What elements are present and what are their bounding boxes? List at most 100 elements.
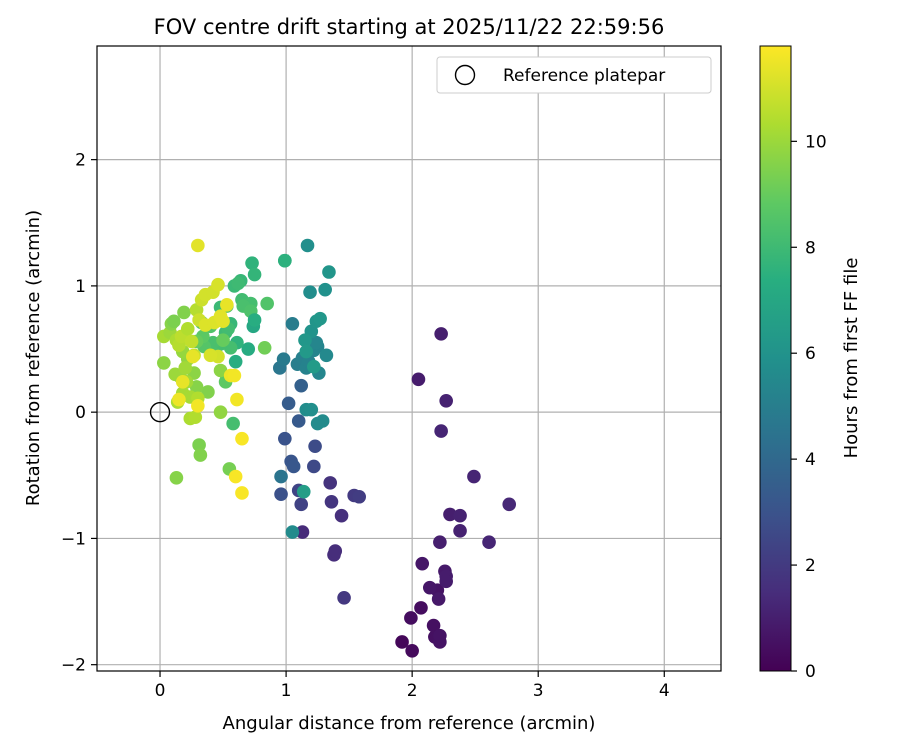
data-point-10 bbox=[415, 556, 430, 571]
data-point-71 bbox=[313, 311, 327, 326]
data-point-4 bbox=[426, 618, 441, 633]
colorbar-tick-label-1: 2 bbox=[805, 556, 816, 576]
data-point-40 bbox=[278, 431, 292, 446]
data-point-18 bbox=[453, 524, 467, 538]
y-tick-label-2: 0 bbox=[75, 403, 86, 423]
data-point-110 bbox=[226, 416, 240, 431]
data-point-28 bbox=[328, 544, 343, 558]
data-point-114 bbox=[169, 471, 184, 485]
data-point-160 bbox=[191, 238, 205, 253]
y-tick-label-3: 1 bbox=[75, 277, 86, 297]
data-point-158 bbox=[172, 392, 186, 407]
x-tick-label-0: 0 bbox=[155, 681, 166, 701]
data-point-44 bbox=[281, 396, 296, 411]
data-point-81 bbox=[231, 276, 245, 291]
x-axis-ticks: 0 1 2 3 4 bbox=[155, 671, 670, 701]
data-point-116 bbox=[213, 363, 228, 378]
data-point-167 bbox=[235, 486, 249, 500]
data-point-37 bbox=[307, 459, 321, 474]
data-point-73 bbox=[299, 344, 314, 359]
data-point-46 bbox=[285, 525, 300, 539]
data-point-25 bbox=[434, 424, 448, 438]
y-tick-label-1: −1 bbox=[61, 529, 86, 549]
data-point-78 bbox=[247, 267, 262, 282]
data-point-124 bbox=[178, 361, 193, 375]
data-point-118 bbox=[189, 380, 204, 394]
colorbar-tick-label-4: 8 bbox=[805, 238, 816, 258]
data-point-38 bbox=[308, 439, 322, 454]
data-point-156 bbox=[186, 349, 200, 364]
legend: Reference platepar bbox=[436, 56, 712, 94]
legend-marker-icon bbox=[454, 64, 476, 86]
data-point-29 bbox=[334, 508, 349, 523]
data-point-34 bbox=[352, 489, 367, 504]
colorbar-tick-label-5: 10 bbox=[805, 132, 827, 152]
data-point-141 bbox=[180, 322, 195, 336]
data-point-43 bbox=[291, 414, 306, 428]
data-point-91 bbox=[228, 354, 243, 369]
data-point-21 bbox=[502, 497, 517, 512]
y-tick-label-0: −2 bbox=[61, 656, 86, 676]
data-point-20 bbox=[482, 535, 496, 550]
data-point-113 bbox=[193, 448, 208, 462]
data-point-64 bbox=[304, 402, 319, 417]
legend-label: Reference platepar bbox=[503, 66, 665, 86]
data-point-106 bbox=[216, 333, 230, 347]
data-point-161 bbox=[220, 298, 234, 312]
data-point-130 bbox=[188, 410, 203, 425]
data-point-2 bbox=[404, 611, 418, 625]
data-point-65 bbox=[303, 285, 317, 300]
data-point-58 bbox=[309, 335, 324, 350]
data-point-165 bbox=[235, 431, 249, 446]
data-point-32 bbox=[337, 590, 351, 605]
data-point-155 bbox=[203, 348, 218, 363]
data-point-74 bbox=[307, 359, 321, 374]
colorbar-tick-label-3: 6 bbox=[805, 344, 816, 364]
colorbar-tick-label-2: 4 bbox=[805, 450, 816, 470]
x-axis-label: Angular distance from reference (arcmin) bbox=[223, 713, 596, 734]
x-tick-label-3: 3 bbox=[533, 681, 544, 701]
data-point-60 bbox=[319, 348, 334, 363]
x-tick-label-2: 2 bbox=[407, 681, 418, 701]
data-point-149 bbox=[211, 277, 225, 292]
data-point-163 bbox=[227, 368, 242, 383]
data-point-9 bbox=[423, 580, 437, 595]
data-point-88 bbox=[247, 313, 262, 327]
colorbar-ticks: 0 2 4 6 8 10 bbox=[791, 132, 827, 682]
data-point-39 bbox=[274, 487, 288, 502]
x-tick-label-4: 4 bbox=[659, 681, 670, 701]
data-point-19 bbox=[467, 469, 481, 484]
data-point-50 bbox=[276, 352, 291, 366]
data-point-89 bbox=[241, 342, 256, 356]
data-point-3 bbox=[414, 601, 428, 615]
y-axis-ticks: −2 −1 0 1 2 bbox=[61, 151, 97, 676]
data-point-24 bbox=[439, 393, 453, 408]
data-point-23 bbox=[411, 372, 426, 387]
data-point-11 bbox=[431, 592, 446, 606]
y-tick-label-4: 2 bbox=[75, 151, 86, 171]
x-tick-label-1: 1 bbox=[281, 681, 292, 701]
chart-title: FOV centre drift starting at 2025/11/22 … bbox=[154, 15, 665, 39]
data-point-51 bbox=[285, 316, 300, 331]
data-point-47 bbox=[296, 484, 311, 499]
data-point-132 bbox=[157, 356, 171, 370]
data-point-48 bbox=[274, 469, 288, 484]
data-point-45 bbox=[294, 378, 309, 393]
data-point-136 bbox=[167, 314, 181, 329]
data-point-31 bbox=[324, 495, 339, 509]
colorbar-label: Hours from first FF file bbox=[841, 258, 862, 459]
data-point-7 bbox=[433, 628, 447, 643]
data-point-164 bbox=[230, 392, 244, 407]
data-point-17 bbox=[453, 508, 467, 523]
data-point-22 bbox=[434, 327, 448, 341]
data-point-14 bbox=[439, 574, 453, 589]
data-point-72 bbox=[298, 333, 312, 347]
data-points bbox=[157, 238, 517, 658]
data-point-67 bbox=[318, 282, 332, 297]
data-point-153 bbox=[216, 314, 230, 329]
data-point-0 bbox=[395, 635, 409, 649]
data-point-76 bbox=[278, 253, 292, 268]
data-point-157 bbox=[175, 375, 190, 389]
